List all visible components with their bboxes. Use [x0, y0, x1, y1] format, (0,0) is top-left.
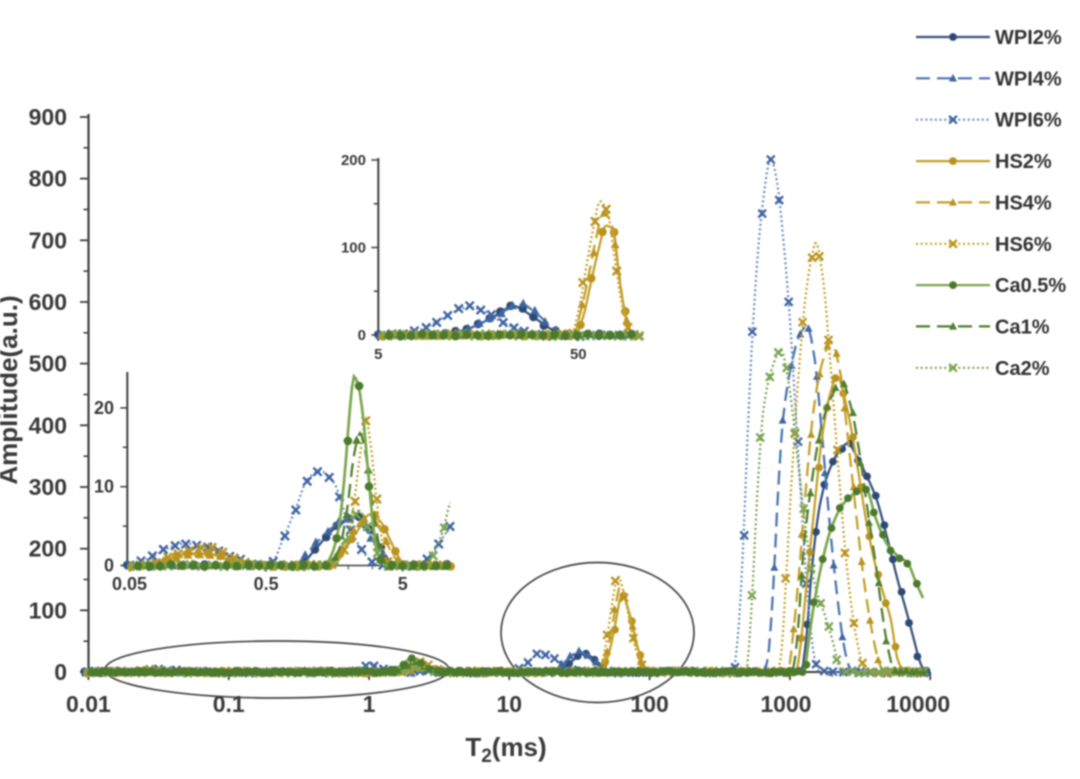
svg-text:500: 500: [29, 351, 67, 377]
svg-text:0: 0: [104, 556, 114, 576]
svg-text:400: 400: [29, 412, 67, 438]
svg-text:0.05: 0.05: [112, 574, 147, 594]
svg-text:800: 800: [29, 166, 67, 192]
svg-text:Amplitude(a.u.): Amplitude(a.u.): [0, 295, 23, 484]
svg-text:HS4%: HS4%: [995, 192, 1052, 214]
svg-text:1000: 1000: [760, 691, 811, 717]
svg-text:0.01: 0.01: [66, 691, 111, 717]
svg-text:HS6%: HS6%: [995, 234, 1052, 256]
svg-text:0: 0: [54, 659, 67, 685]
svg-text:0: 0: [358, 327, 366, 344]
svg-text:0.5: 0.5: [254, 574, 279, 594]
svg-text:200: 200: [29, 536, 67, 562]
svg-text:Ca1%: Ca1%: [995, 316, 1050, 338]
svg-text:20: 20: [94, 398, 114, 418]
svg-text:200: 200: [341, 152, 366, 169]
svg-text:10: 10: [94, 477, 114, 497]
svg-text:WPI2%: WPI2%: [995, 27, 1062, 49]
svg-text:0.1: 0.1: [213, 691, 245, 717]
svg-text:5: 5: [374, 346, 382, 363]
svg-text:10000: 10000: [886, 691, 950, 717]
svg-text:5: 5: [398, 574, 408, 594]
svg-text:700: 700: [29, 227, 67, 253]
svg-text:50: 50: [570, 346, 587, 363]
svg-text:WPI4%: WPI4%: [995, 68, 1062, 90]
svg-text:Ca0.5%: Ca0.5%: [995, 275, 1066, 297]
svg-text:1: 1: [363, 691, 376, 717]
svg-text:900: 900: [29, 104, 67, 130]
svg-text:600: 600: [29, 289, 67, 315]
svg-text:T2(ms): T2(ms): [465, 732, 546, 767]
svg-text:10: 10: [497, 691, 523, 717]
svg-text:100: 100: [29, 597, 67, 623]
svg-text:100: 100: [630, 691, 668, 717]
svg-text:HS2%: HS2%: [995, 151, 1052, 173]
svg-text:300: 300: [29, 474, 67, 500]
svg-text:100: 100: [341, 240, 366, 257]
svg-text:Ca2%: Ca2%: [995, 358, 1050, 380]
svg-text:WPI6%: WPI6%: [995, 110, 1062, 132]
